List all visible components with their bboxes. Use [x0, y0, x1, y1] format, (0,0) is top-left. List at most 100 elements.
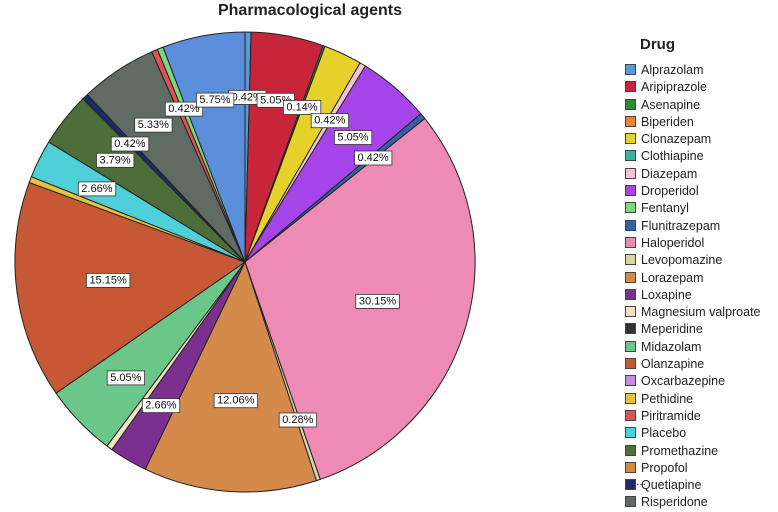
- legend-label: Clonazepam: [641, 132, 712, 147]
- data-label-midazolam-text: 5.05%: [110, 372, 141, 384]
- data-label-fentanyl-box: [164, 101, 204, 117]
- legend-label: Loxapine: [641, 287, 692, 302]
- legend-item-promethazine[interactable]: Promethazine: [625, 443, 761, 460]
- legend-item-clonazepam[interactable]: Clonazepam: [625, 131, 761, 148]
- legend-label: Promethazine: [641, 443, 719, 458]
- legend-item-asenapine[interactable]: Asenapine: [625, 97, 761, 114]
- legend-item-quetiapine[interactable]: Quetiapine: [625, 477, 761, 494]
- data-label-biperiden: 5.75%: [195, 92, 235, 108]
- legend-label: Fentanyl: [641, 201, 689, 216]
- legend-swatch: [625, 115, 636, 127]
- data-label-loxapine: 2.66%: [141, 398, 181, 414]
- data-label-quetiapine-box: [110, 136, 150, 152]
- legend-swatch: [625, 98, 636, 110]
- data-label-biperiden-text: 5.75%: [199, 94, 230, 106]
- legend-swatch: [625, 202, 636, 214]
- legend-label: Meperidine: [641, 322, 703, 337]
- legend-item-meperidine[interactable]: Meperidine: [625, 321, 761, 338]
- legend-label: Oxcarbazepine: [641, 374, 726, 389]
- data-label-haloperidol-text: 30.15%: [359, 295, 397, 307]
- data-label-olanzapine-text: 15.15%: [89, 274, 127, 286]
- data-label-placebo-text: 2.66%: [81, 183, 112, 195]
- data-label-risperidone-box: [134, 117, 173, 133]
- legend-swatch: [625, 340, 636, 352]
- data-label-placebo-box: [77, 181, 117, 197]
- data-label-placebo: 2.66%: [77, 181, 117, 197]
- legend-item-clothiapine[interactable]: Clothiapine: [625, 148, 761, 165]
- legend-swatch: [625, 254, 636, 266]
- data-label-biperiden-box: [195, 92, 235, 108]
- legend-item-midazolam[interactable]: Midazolam: [625, 339, 761, 356]
- data-label-flunitrazepam-box: [354, 150, 393, 166]
- legend-label: Placebo: [641, 426, 687, 441]
- legend-swatch: [625, 271, 636, 283]
- legend-item-droperidol[interactable]: Droperidol: [625, 183, 761, 200]
- legend-swatch: [625, 323, 636, 335]
- legend-swatch: [625, 236, 636, 248]
- legend-label: Magnesium valproate: [641, 305, 761, 320]
- legend-item-loxapine[interactable]: Loxapine: [625, 287, 761, 304]
- chart-title: Pharmacological agents: [217, 2, 403, 19]
- pie-slice-biperiden[interactable]: [162, 31, 246, 263]
- data-label-droperidol-box: [333, 130, 373, 145]
- data-label-droperidol-text: 5.05%: [337, 132, 368, 144]
- legend-label: Propofol: [641, 460, 688, 475]
- legend-swatch: [625, 64, 636, 75]
- legend-title: Drug: [640, 36, 675, 53]
- data-label-diazepam-text: 0.42%: [314, 115, 345, 127]
- legend-item-lorazepam[interactable]: Lorazepam: [625, 270, 761, 287]
- data-label-midazolam: 5.05%: [106, 370, 145, 386]
- legend-item-propofol[interactable]: Propofol: [625, 460, 761, 477]
- data-label-olanzapine-box: [86, 272, 131, 288]
- data-label-quetiapine: 0.42%: [110, 136, 150, 152]
- legend-more-indicator[interactable]: ...: [636, 474, 647, 488]
- data-label-levopomazine-text: 0.28%: [282, 414, 313, 426]
- legend-item-magnesium-valproate[interactable]: Magnesium valproate: [625, 304, 761, 321]
- data-label-flunitrazepam: 0.42%: [354, 150, 393, 166]
- legend-item-pethidine[interactable]: Pethidine: [625, 391, 761, 408]
- legend-swatch: [625, 150, 636, 162]
- legend-label: Diazepam: [641, 166, 698, 181]
- legend-item-flunitrazepam[interactable]: Flunitrazepam: [625, 218, 761, 235]
- legend-swatch: [625, 479, 636, 491]
- data-label-midazolam-box: [106, 370, 145, 386]
- data-label-asenapine-box: [282, 100, 322, 115]
- legend-label: Piritramide: [641, 408, 701, 423]
- data-label-lorazepam: 12.06%: [213, 393, 259, 409]
- legend-label: Clothiapine: [641, 149, 704, 164]
- legend-item-alprazolam[interactable]: Alprazolam: [625, 62, 761, 79]
- pie-slice-lorazepam[interactable]: [144, 260, 318, 493]
- data-label-lorazepam-text: 12.06%: [217, 395, 255, 407]
- legend-label: Pethidine: [641, 391, 694, 406]
- legend-item-aripiprazole[interactable]: Aripiprazole: [625, 79, 761, 96]
- legend-item-fentanyl[interactable]: Fentanyl: [625, 200, 761, 217]
- legend-item-biperiden[interactable]: Biperiden: [625, 114, 761, 131]
- legend-swatch: [625, 392, 636, 404]
- data-label-alprazolam-text: 0.42%: [232, 91, 263, 103]
- legend-item-diazepam[interactable]: Diazepam: [625, 166, 761, 183]
- legend-item-haloperidol[interactable]: Haloperidol: [625, 235, 761, 252]
- data-label-promethazine-box: [96, 152, 135, 168]
- legend-swatch: [625, 133, 636, 145]
- data-label-asenapine-text: 0.14%: [286, 102, 317, 114]
- legend-item-placebo[interactable]: Placebo: [625, 425, 761, 442]
- data-label-fentanyl-text: 0.42%: [168, 103, 199, 115]
- data-label-levopomazine: 0.28%: [278, 412, 318, 428]
- legend-item-piritramide[interactable]: Piritramide: [625, 408, 761, 425]
- legend-item-risperidone[interactable]: Risperidone: [625, 494, 761, 511]
- legend-swatch: [625, 409, 636, 421]
- legend-label: Risperidone: [641, 495, 708, 510]
- legend-swatch: [625, 358, 636, 370]
- legend-swatch: [625, 496, 636, 508]
- data-label-diazepam-box: [310, 113, 350, 129]
- legend-item-levopomazine[interactable]: Levopomazine: [625, 252, 761, 269]
- legend-item-oxcarbazepine[interactable]: Oxcarbazepine: [625, 373, 761, 390]
- legend-label: Biperiden: [641, 114, 694, 129]
- legend-label: Alprazolam: [641, 63, 704, 77]
- legend-swatch: [625, 219, 636, 231]
- legend-item-olanzapine[interactable]: Olanzapine: [625, 356, 761, 373]
- data-label-flunitrazepam-text: 0.42%: [357, 152, 388, 164]
- legend-swatch: [625, 288, 636, 300]
- legend: Alprazolam Aripiprazole Asenapine Biperiden…: [625, 62, 761, 512]
- data-label-quetiapine-text: 0.42%: [114, 138, 145, 150]
